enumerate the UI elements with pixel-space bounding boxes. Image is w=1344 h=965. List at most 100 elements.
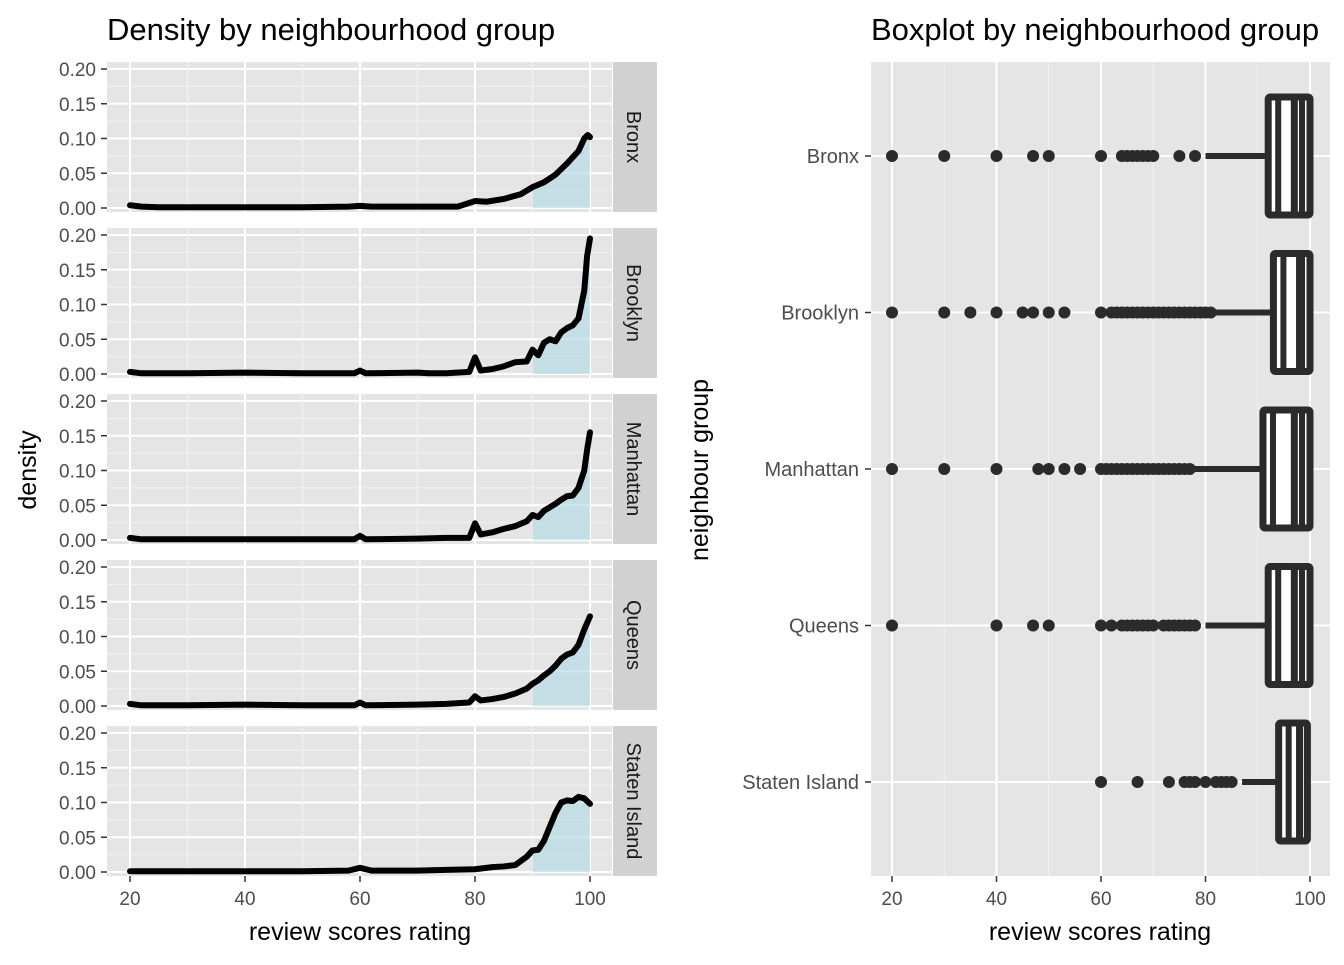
density-line [127, 429, 593, 543]
x-tick-label: 100 [1294, 889, 1326, 910]
facet-strip [613, 560, 657, 710]
box-outlier-point [1058, 306, 1071, 319]
x-tick-label: 40 [986, 889, 1007, 910]
box-outlier-point [938, 306, 951, 319]
x-tick-label: 100 [574, 889, 606, 910]
x-tick-label: 80 [1195, 889, 1216, 910]
box-outlier-point [1042, 619, 1055, 632]
facet-strip-label: Brooklyn [622, 264, 644, 342]
y-tick-label: 0.00 [59, 365, 96, 386]
facet-strip [613, 228, 657, 378]
box-group [1095, 719, 1311, 845]
box-outlier-point [1095, 776, 1107, 788]
box-outlier-point [1042, 463, 1055, 475]
density-y-axis-label: density [14, 430, 42, 510]
box-outlier-point [938, 463, 951, 475]
density-facet: 0.00 0.05 0.10 0.15 0.20 Brooklyn [59, 226, 657, 386]
y-tick-label: 0.05 [59, 828, 96, 849]
y-tick-label: 0.15 [59, 759, 96, 780]
x-tick-label: 20 [119, 889, 140, 910]
y-tick-label: 0.10 [59, 296, 96, 317]
box-outlier-point [1189, 150, 1202, 162]
box-outlier-point [1204, 306, 1217, 319]
density-line [127, 132, 593, 211]
y-tick-label: 0.00 [59, 863, 96, 884]
y-tick-label: Staten Island [742, 772, 859, 794]
y-tick-label: 0.20 [59, 558, 96, 579]
box-outlier-point [1225, 776, 1238, 788]
box-outlier-point [1027, 619, 1040, 632]
box-outlier-point [1131, 776, 1144, 788]
box-outlier-point [1147, 150, 1160, 162]
box-group [886, 93, 1314, 219]
y-tick-label: 0.00 [59, 697, 96, 718]
facet-strip-label: Manhattan [622, 422, 644, 517]
box-outlier-point [1162, 776, 1175, 788]
y-tick-label: 0.05 [59, 164, 96, 185]
y-tick-label: 0.05 [59, 330, 96, 351]
box-outlier-point [1199, 776, 1212, 788]
y-tick-label: Brooklyn [781, 303, 859, 325]
box-outlier-point [938, 150, 951, 162]
box-outlier-point [1173, 150, 1186, 162]
y-tick-label: 0.10 [59, 130, 96, 151]
box-outlier-point [1095, 150, 1107, 162]
x-tick-label: 60 [1090, 889, 1111, 910]
box-outlier-point [1042, 306, 1055, 319]
box-iqr [1275, 719, 1311, 845]
x-tick-label: 40 [234, 889, 255, 910]
facet-strip [613, 726, 657, 876]
box-outlier-point [990, 619, 1003, 632]
box-group [886, 563, 1314, 688]
box-group [886, 406, 1314, 532]
y-tick-label: Manhattan [764, 459, 859, 481]
box-outlier-point [1095, 306, 1107, 319]
boxplot-y-axis-label: neighbour group [686, 379, 714, 561]
box-outlier-point [1027, 306, 1040, 319]
density-chart-title: Density by neighbourhood group [107, 12, 555, 47]
box-outlier-point [990, 150, 1003, 162]
facet-strip-label: Staten Island [622, 743, 644, 860]
y-tick-label: 0.10 [59, 794, 96, 815]
y-tick-label: 0.20 [59, 392, 96, 413]
box-outlier-point [1032, 463, 1045, 475]
y-tick-label: 0.15 [59, 261, 96, 282]
y-tick-label: Queens [789, 616, 859, 638]
y-tick-label: 0.15 [59, 427, 96, 448]
facet-strip-label: Queens [622, 600, 644, 670]
box-outlier-point [886, 463, 898, 475]
density-line [127, 613, 593, 709]
box-outlier-point [990, 306, 1003, 319]
y-tick-label: Bronx [807, 146, 859, 168]
boxplot-x-axis-label: review scores rating [989, 918, 1211, 946]
box-outlier-point [1189, 776, 1202, 788]
box-outlier-point [990, 463, 1003, 475]
box-outlier-point [1058, 463, 1071, 475]
facet-strip [613, 394, 657, 544]
density-x-axis-label: review scores rating [249, 918, 471, 946]
density-facets: 0.00 0.05 0.10 0.15 0.20 Bronx 0.00 0.05 0.10 0.1… [59, 60, 657, 910]
box-group [886, 250, 1314, 375]
boxplot-chart-title: Boxplot by neighbourhood group [871, 12, 1319, 47]
y-tick-label: 0.20 [59, 226, 96, 247]
boxplot-panel: Bronx Brooklyn Manhattan Queens Staten Islan… [742, 62, 1330, 910]
y-tick-label: 0.00 [59, 199, 96, 220]
density-facet: 0.00 0.05 0.10 0.15 0.20 Manhattan [59, 392, 657, 552]
density-facet: 0.00 0.05 0.10 0.15 0.20 Queens [59, 558, 657, 718]
density-line [127, 793, 593, 875]
box-outlier-point [1042, 150, 1055, 162]
box-outlier-point [1095, 619, 1107, 632]
density-shaded-area [532, 432, 590, 540]
box-outlier-point [964, 306, 977, 319]
x-tick-label: 20 [881, 889, 902, 910]
y-tick-label: 0.10 [59, 628, 96, 649]
box-outlier-point [1105, 619, 1118, 632]
density-facet: 0.00 0.05 0.10 0.15 0.20 Staten Island [59, 724, 657, 884]
density-shaded-area [532, 238, 590, 374]
box-outlier-point [1147, 619, 1160, 632]
facet-strip [613, 62, 657, 212]
box-outlier-point [1027, 150, 1040, 162]
box-outlier-point [1074, 463, 1087, 475]
box-outlier-point [886, 619, 898, 632]
